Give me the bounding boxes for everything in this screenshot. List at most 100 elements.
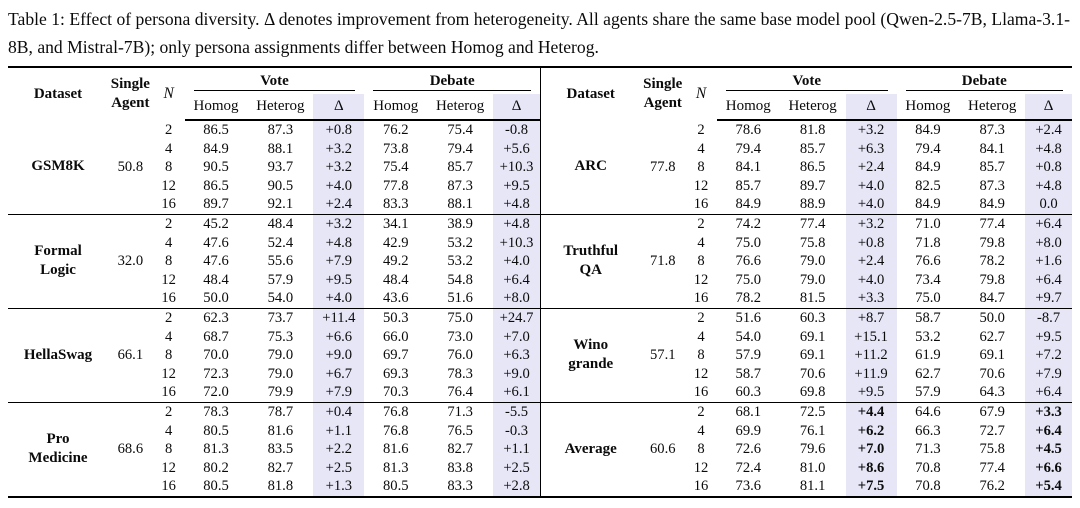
vote-heterog-value: 81.5	[799, 290, 826, 307]
header-group-row: Dataset Single Agent N Vote Debate	[541, 68, 1073, 111]
table-row: 4 68.7 75.3 +6.6 66.0 73.0 +7.0	[8, 327, 540, 347]
dataset-name-line: Average	[564, 440, 617, 457]
table-row: GSM8K 50.8 2 86.5 87.3 +0.8 76.2 75.4 -0.8	[8, 120, 540, 175]
debate-delta-value: +2.8	[493, 477, 540, 496]
table-row: 8 81.3 83.5 +2.2 81.6 82.7 +1.1	[8, 440, 540, 459]
n-value: 16	[693, 384, 709, 401]
vote-homog-value: 80.5	[203, 478, 229, 495]
dataset-name-line: Logic	[40, 262, 76, 279]
n-value: 16	[161, 478, 176, 495]
vote-heterog-value: 69.8	[799, 384, 826, 401]
debate-homog-value: 73.8	[383, 140, 409, 157]
table-row: 16 78.2 81.5 +3.3 75.0 84.7 +9.7	[541, 289, 1072, 309]
vote-heterog-value: 57.9	[267, 271, 294, 288]
vote-homog-value: 47.6	[203, 234, 229, 251]
cmidrule	[373, 90, 531, 91]
debate-delta-value: +3.3	[1025, 402, 1072, 422]
vote-delta-value: +2.5	[313, 458, 365, 478]
n-value: 12	[161, 271, 176, 288]
vote-heterog-value: 79.0	[267, 347, 294, 364]
vote-delta-value: +3.3	[845, 289, 897, 309]
dataset-name: Pro Medicine	[8, 402, 108, 495]
table-row: 16 60.3 69.8 +9.5 57.9 64.3 +6.4	[541, 383, 1072, 403]
dataset-name: Wino grande	[541, 308, 641, 402]
debate-homog-value: 57.9	[915, 384, 941, 401]
debate-heterog-value: 77.4	[979, 459, 1005, 476]
debate-heterog-value: 75.4	[447, 122, 473, 138]
vote-homog-value: 69.9	[735, 422, 762, 439]
header-group-debate: Debate	[364, 68, 540, 94]
debate-homog-value: 76.8	[383, 403, 409, 420]
table-row: 16 73.6 81.1 +7.5 70.8 76.2 +5.4	[541, 477, 1072, 496]
dataset-name: Average	[541, 402, 641, 495]
vote-heterog-value: 60.3	[799, 309, 826, 326]
table-row: 12 72.4 81.0 +8.6 70.8 77.4 +6.6	[541, 458, 1072, 478]
n-value: 8	[697, 441, 705, 458]
dataset-block-gsm8k: GSM8K 50.8 2 86.5 87.3 +0.8 76.2 75.4 -0.8 4 84.9 8…	[8, 120, 540, 215]
n-value: 2	[165, 215, 173, 232]
vote-delta-value: +3.2	[845, 214, 897, 234]
debate-heterog-value: 76.0	[447, 347, 473, 364]
debate-delta-value: +9.0	[493, 364, 540, 384]
n-value: 2	[697, 121, 705, 138]
vote-homog-value: 78.3	[203, 403, 229, 420]
header-group-vote: Vote	[717, 68, 897, 94]
debate-heterog-value: 85.7	[447, 159, 473, 176]
header-n: N	[163, 85, 174, 102]
vote-heterog-value: 76.1	[799, 422, 826, 439]
debate-delta-value: +6.4	[1025, 421, 1072, 441]
debate-homog-value: 48.4	[383, 271, 409, 288]
vote-delta-value: +2.4	[845, 158, 897, 177]
table-row: 8 90.5 93.7 +3.2 75.4 85.7 +10.3	[8, 158, 540, 177]
table-row: 16 72.0 79.9 +7.9 70.3 76.4 +6.1	[8, 383, 540, 403]
debate-heterog-value: 77.4	[979, 215, 1005, 232]
table-row: 12 72.3 79.0 +6.7 69.3 78.3 +9.0	[8, 364, 540, 384]
debate-delta-value: -8.7	[1025, 308, 1072, 328]
debate-heterog-value: 78.3	[447, 365, 473, 382]
dataset-block-pro-medicine: Pro Medicine 68.6 2 78.3 78.7 +0.4 76.8 71.3 -5.5…	[8, 402, 540, 496]
debate-heterog-value: 67.9	[979, 403, 1005, 420]
debate-homog-value: 71.3	[915, 441, 941, 458]
vote-delta-value: +9.0	[313, 346, 365, 365]
debate-heterog-value: 87.3	[447, 177, 473, 194]
vote-delta-value: +2.2	[313, 440, 365, 459]
vote-heterog-value: 92.1	[267, 196, 294, 213]
vote-delta-value: +9.5	[845, 383, 897, 403]
dataset-block-truthful-qa: Truthful QA 71.8 2 74.2 77.4 +3.2 71.0 77.4 +6.4 4…	[540, 214, 1072, 309]
header-single-agent-line2: Agent	[111, 95, 150, 111]
dataset-name-line: QA	[579, 262, 602, 279]
header-sub-row: Homog Heterog Δ Homog Heterog Δ	[541, 94, 1072, 121]
header-vote-heterog: Heterog	[247, 94, 314, 121]
debate-delta-value: -0.3	[493, 421, 540, 441]
debate-homog-value: 76.2	[383, 122, 409, 138]
debate-delta-value: +4.5	[1025, 440, 1072, 459]
vote-homog-value: 74.2	[735, 215, 762, 232]
vote-delta-value: +2.4	[845, 252, 897, 271]
debate-homog-value: 77.8	[383, 177, 409, 194]
vote-delta-value: +4.8	[313, 233, 365, 253]
vote-delta-value: +6.2	[845, 421, 897, 441]
vote-delta-value: +6.7	[313, 364, 365, 384]
dataset-block-formal-logic: Formal Logic 32.0 2 45.2 48.4 +3.2 34.1 38.9 +4.8…	[8, 214, 540, 309]
vote-heterog-value: 79.9	[267, 384, 294, 401]
debate-heterog-value: 51.6	[447, 290, 473, 307]
debate-heterog-value: 75.8	[979, 441, 1005, 458]
n-value: 12	[693, 459, 709, 476]
vote-homog-value: 78.2	[735, 290, 762, 307]
dataset-name-line: HellaSwag	[23, 346, 93, 363]
vote-heterog-value: 88.1	[267, 140, 294, 157]
vote-delta-value: +4.0	[313, 176, 365, 196]
debate-homog-value: 70.8	[915, 459, 941, 476]
debate-delta-value: +2.4	[1025, 120, 1072, 140]
debate-heterog-value: 38.9	[447, 215, 473, 232]
vote-homog-value: 90.5	[203, 159, 229, 176]
vote-delta-value: +4.4	[845, 402, 897, 422]
table-row: 8 57.9 69.1 +11.2 61.9 69.1 +7.2	[541, 346, 1072, 365]
single-agent-value: 68.6	[117, 441, 144, 458]
debate-homog-value: 84.9	[915, 122, 941, 138]
vote-homog-value: 57.9	[735, 347, 762, 364]
vote-heterog-value: 89.7	[799, 177, 826, 194]
debate-heterog-value: 79.4	[447, 140, 473, 157]
vote-heterog-value: 90.5	[267, 177, 294, 194]
cmidrule	[193, 90, 356, 91]
